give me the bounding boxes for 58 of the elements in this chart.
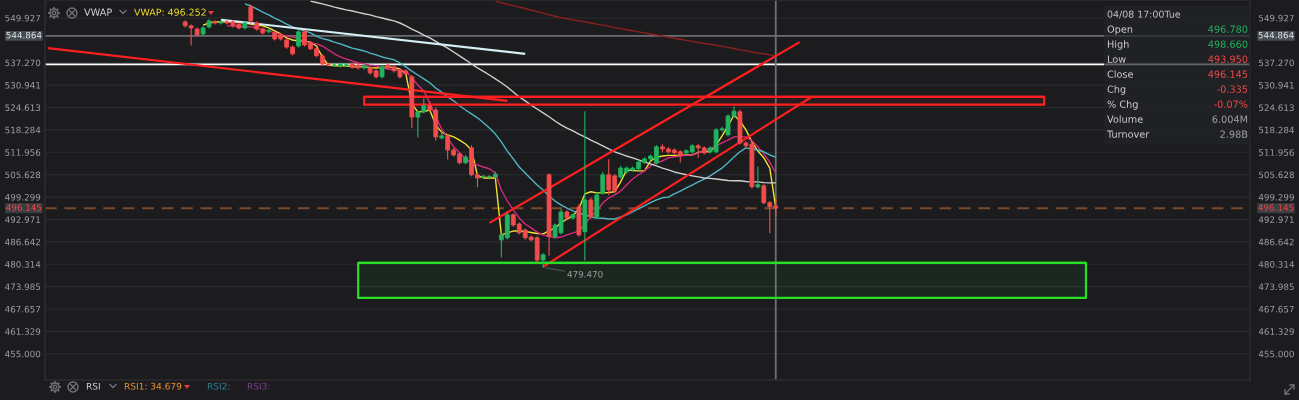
text: RSI1: 34.679 [124, 382, 182, 390]
annotation: % Chg [1107, 100, 1138, 110]
y2-tick-label: 492.971 [1258, 216, 1294, 223]
y2-tick-label: 467.657 [1258, 305, 1294, 313]
y-tick-label: 549.927 [5, 14, 41, 22]
annotation: -0.335 [1217, 85, 1248, 93]
y-tick-label: 518.284 [5, 126, 41, 134]
ref-line-label: 496.145 [6, 204, 42, 211]
annotation: VWAP [84, 8, 112, 16]
y2-tick-label: 455.000 [1258, 350, 1294, 358]
text: 496.145 [1258, 204, 1294, 211]
y-tick-label: 492.971 [5, 216, 41, 223]
text: RSI2: [207, 382, 230, 390]
annotation: Chg [1107, 85, 1126, 95]
text: 544.864 [1258, 31, 1294, 39]
y2-tick-label: 530.941 [1259, 81, 1294, 89]
annotation: VWAP: 496.252 [134, 8, 206, 16]
annotation: 496.145 [1208, 70, 1248, 78]
annotation: Volume [1107, 115, 1143, 123]
annotation: Close [1107, 70, 1133, 78]
y2-tick-label: 486.642 [1258, 238, 1294, 246]
y-tick-label: 524.613 [5, 104, 41, 111]
y2-tick-label: 549.927 [1259, 14, 1294, 22]
y-tick-label: 473.985 [5, 283, 41, 291]
y-tick-label: 455.000 [5, 350, 41, 358]
annotation: 04/08 17:00Tue [1107, 10, 1181, 19]
y2-tick-label: 473.985 [1258, 283, 1294, 291]
y-tick-label: 511.956 [5, 149, 41, 156]
text: RSI [86, 382, 100, 390]
annotation: 2.98B [1220, 130, 1248, 138]
annotation: -0.07% [1214, 100, 1248, 108]
y-tick-label: 537.270 [5, 59, 41, 67]
y-tick-label: 480.314 [5, 261, 41, 268]
annotation: Turnover [1106, 130, 1150, 138]
y2-tick-label: 461.329 [1258, 328, 1294, 335]
annotation: High [1107, 40, 1129, 50]
annotation: 493.950 [1208, 55, 1248, 63]
annotation: 479.470 [567, 270, 603, 278]
annotation: Low [1107, 55, 1126, 63]
y2-tick-label: 524.613 [1259, 104, 1294, 111]
y-tick-label: 486.642 [5, 238, 40, 246]
annotation: 6.004M [1212, 115, 1248, 123]
y2-tick-label: 537.270 [1259, 59, 1294, 67]
y-tick-label: 461.329 [5, 328, 41, 335]
y2-tick-label: 511.956 [1259, 149, 1294, 156]
y-tick-label: 499.299 [5, 193, 41, 201]
y-tick-label: 467.657 [5, 305, 41, 313]
y2-tick-label: 518.284 [1259, 126, 1295, 134]
annotation: 496.780 [1208, 25, 1248, 33]
ref-line-label: 544.864 [6, 31, 42, 39]
y-tick-label: 505.628 [5, 171, 41, 179]
text: RSI3: [247, 382, 270, 390]
y2-tick-label: 505.628 [1259, 171, 1294, 179]
annotation: Open [1107, 25, 1133, 35]
y2-tick-label: 499.299 [1258, 193, 1294, 201]
y-tick-label: 530.941 [5, 81, 41, 89]
annotation: 498.660 [1208, 40, 1248, 48]
y2-tick-label: 480.314 [1258, 261, 1295, 268]
